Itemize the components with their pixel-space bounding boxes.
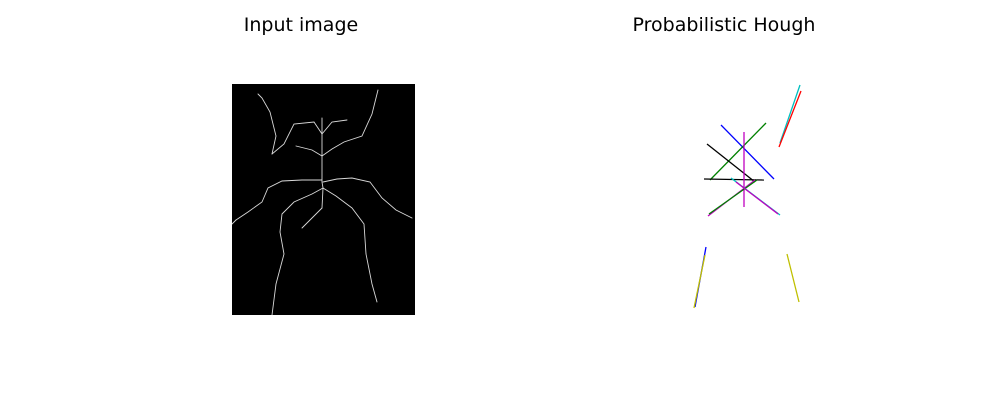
hough-title: Probabilistic Hough xyxy=(632,14,816,36)
hough-line xyxy=(735,181,779,215)
hough-line xyxy=(720,124,775,180)
skeleton-branch xyxy=(322,177,413,219)
hough-line xyxy=(693,254,706,309)
hough-line xyxy=(779,84,801,144)
skeleton-branch xyxy=(295,145,323,157)
skeleton-branch xyxy=(321,119,348,135)
hough-lines xyxy=(693,84,802,309)
skeleton-branch xyxy=(232,219,237,225)
skeleton-branch xyxy=(321,89,379,157)
hough-line xyxy=(706,143,756,183)
skeleton-stem xyxy=(321,117,324,209)
skeleton-branch xyxy=(271,187,324,315)
input-image-title: Input image xyxy=(243,14,359,36)
hough-plot xyxy=(600,60,860,340)
skeleton-drawing xyxy=(232,89,413,315)
skeleton-branch xyxy=(257,93,277,155)
hough-line xyxy=(709,122,767,181)
skeleton-branch xyxy=(235,179,323,221)
input-image xyxy=(232,84,415,315)
hough-line xyxy=(786,253,800,303)
skeleton-branch xyxy=(301,207,323,229)
hough-line xyxy=(708,179,758,215)
skeleton-branch xyxy=(322,187,378,303)
hough-line xyxy=(778,90,802,148)
skeleton-branch xyxy=(271,121,323,155)
